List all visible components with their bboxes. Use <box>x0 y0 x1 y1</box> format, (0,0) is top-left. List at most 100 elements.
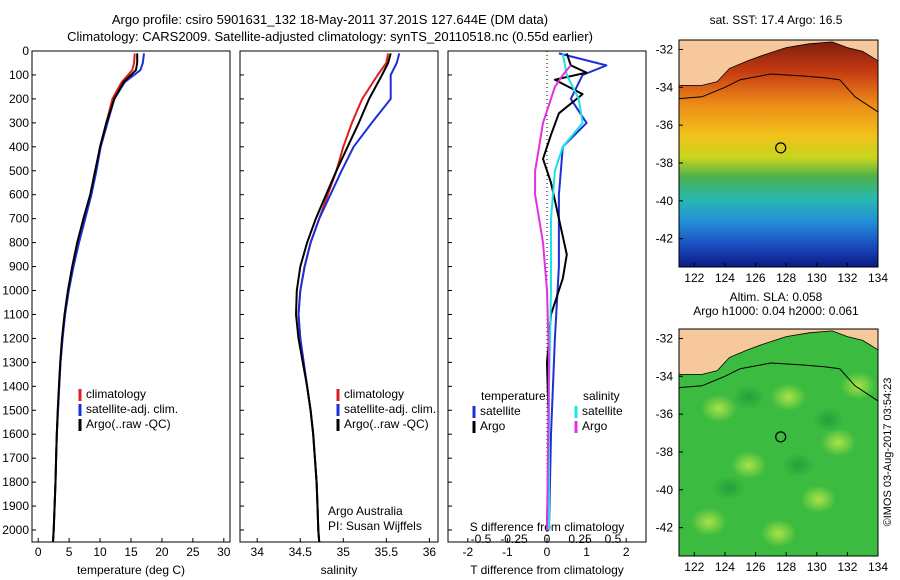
y-tick-label: 1700 <box>2 451 29 465</box>
imos-stamp: ©IMOS 03-Aug-2017 03:54:23 <box>882 378 894 527</box>
secondary-x-tick-label: 0.25 <box>568 532 592 546</box>
x-tick-label-salinity: 35.5 <box>375 545 399 559</box>
coastline <box>679 330 879 375</box>
x-tick-label-salinity: 36 <box>423 545 437 559</box>
x-tick-label-temperature: 20 <box>155 545 169 559</box>
secondary-x-tick-label: 0 <box>544 532 551 546</box>
sla-patch <box>760 519 797 548</box>
series-line <box>52 53 139 543</box>
y-tick-label: 200 <box>9 92 29 106</box>
argo-float-marker <box>775 142 787 154</box>
y-tick-label: 1500 <box>2 403 29 417</box>
y-tick-label: 1000 <box>2 284 29 298</box>
map-y-tick-label: -40 <box>656 194 674 208</box>
map-y-tick-label: -32 <box>656 331 674 345</box>
x-tick-label-salinity: 34.5 <box>289 545 313 559</box>
x-tick-label-temperature: 0 <box>35 545 42 559</box>
x-axis-label-temperature: temperature (deg C) <box>77 563 185 577</box>
y-tick-label: 400 <box>9 140 29 154</box>
map-x-tick-label: 134 <box>868 560 888 574</box>
series-line <box>548 53 584 530</box>
y-tick-label: 100 <box>9 68 29 82</box>
plot-frame-temperature <box>31 50 231 543</box>
shelf-contour <box>678 73 879 113</box>
map-y-tick-label: -36 <box>656 407 674 421</box>
sla-patch <box>690 507 727 536</box>
x-axis-label-difference: T difference from climatology <box>470 563 624 577</box>
x-tick-label-temperature: 15 <box>124 545 138 559</box>
x-tick-label-salinity: 34 <box>251 545 265 559</box>
legend-label: Argo <box>582 419 608 433</box>
x-axis-label-salinity: salinity <box>321 563 358 577</box>
map-x-tick-label: 132 <box>837 271 857 285</box>
shelf-contour <box>678 362 879 402</box>
sla-patch <box>712 475 745 500</box>
x-tick-label-temperature: 10 <box>93 545 107 559</box>
sla-patch <box>730 451 767 480</box>
sla-map-title: Altim. SLA: 0.058 <box>730 290 823 304</box>
sla-patch <box>800 485 837 514</box>
chart-title-line2: Climatology: CARS2009. Satellite-adjuste… <box>67 29 593 44</box>
legend-label: climatology <box>86 387 146 401</box>
land-mass <box>679 329 878 375</box>
y-tick-label: 1200 <box>2 331 29 345</box>
sla-patch <box>782 453 815 478</box>
sla-patch <box>770 383 807 412</box>
y-tick-label: 2000 <box>2 523 29 537</box>
map-frame-sst-map <box>678 39 879 268</box>
land-mass <box>679 40 878 86</box>
sla-map-subtitle: Argo h1000: 0.04 h2000: 0.061 <box>693 304 859 318</box>
legend-label: Argo(..raw -QC) <box>86 417 171 431</box>
y-tick-label: 1100 <box>3 307 29 321</box>
legend-label: satellite-adj. clim. <box>86 402 178 416</box>
y-tick-label: 1400 <box>2 379 29 393</box>
map-x-tick-label: 128 <box>776 560 796 574</box>
legend-title-salinity: salinity <box>583 389 620 403</box>
y-tick-label: 800 <box>9 236 29 250</box>
map-x-tick-label: 126 <box>746 560 766 574</box>
y-tick-label: 700 <box>9 212 29 226</box>
legend-label: satellite <box>480 404 521 418</box>
legend-label: climatology <box>344 387 404 401</box>
map-y-tick-label: -42 <box>656 521 674 535</box>
sla-patch <box>732 385 765 410</box>
x-tick-label-difference: 2 <box>623 545 630 559</box>
x-tick-label-difference: -2 <box>462 545 473 559</box>
secondary-x-tick-label: -0.25 <box>500 532 528 546</box>
legend-label: Argo(..raw -QC) <box>344 417 429 431</box>
sla-patch <box>700 394 737 423</box>
legend-label: satellite-adj. clim. <box>344 402 436 416</box>
map-y-tick-label: -42 <box>656 232 674 246</box>
y-tick-label: 1900 <box>2 499 29 513</box>
sla-patch <box>820 428 857 457</box>
y-tick-label: 1600 <box>2 427 29 441</box>
argo-float-marker <box>775 431 787 443</box>
x-tick-label-temperature: 25 <box>186 545 200 559</box>
credit-group: Argo Australia <box>328 504 403 518</box>
map-y-tick-label: -34 <box>656 80 674 94</box>
map-x-tick-label: 130 <box>807 271 827 285</box>
series-line <box>534 64 572 531</box>
map-frame-sla-map <box>678 328 879 557</box>
y-tick-label: 300 <box>9 116 29 130</box>
map-x-tick-label: 122 <box>684 271 704 285</box>
x-tick-label-temperature: 5 <box>66 545 73 559</box>
map-x-tick-label: 132 <box>837 560 857 574</box>
x-tick-label-difference: 1 <box>583 545 590 559</box>
credit-pi: PI: Susan Wijffels <box>328 519 422 533</box>
map-x-tick-label: 124 <box>715 560 735 574</box>
x-tick-label-temperature: 30 <box>217 545 231 559</box>
map-y-tick-label: -32 <box>656 42 674 56</box>
y-tick-label: 900 <box>9 260 29 274</box>
coastline <box>679 41 879 86</box>
map-x-tick-label: 130 <box>807 560 827 574</box>
plot-frame-salinity <box>239 50 439 543</box>
map-y-tick-label: -38 <box>656 445 674 459</box>
x-tick-label-salinity: 35 <box>337 545 351 559</box>
y-tick-label: 500 <box>9 164 29 178</box>
map-x-tick-label: 126 <box>746 271 766 285</box>
map-x-tick-label: 134 <box>868 271 888 285</box>
map-y-tick-label: -36 <box>656 118 674 132</box>
map-y-tick-label: -40 <box>656 483 674 497</box>
